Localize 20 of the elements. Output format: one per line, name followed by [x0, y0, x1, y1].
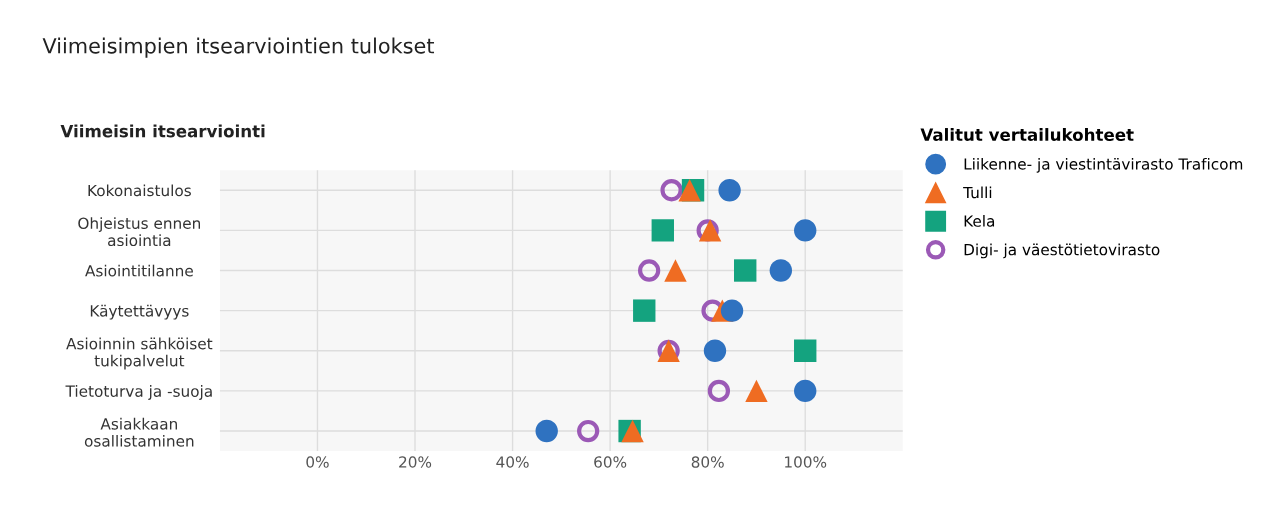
y-tick-label: Ohjeistus ennen asiointia — [78, 217, 200, 247]
x-tick-label: 100% — [785, 456, 827, 468]
legend-label: Tulli — [963, 186, 992, 199]
y-tick-label: Tietoturva ja -suoja — [65, 385, 212, 400]
legend-title: Valitut vertailukohteet — [920, 128, 1134, 141]
chart-subtitle: Viimeisin itsearviointi — [60, 124, 265, 138]
x-tick-label: 20% — [399, 456, 432, 468]
y-tick-label: Kokonaistulos — [88, 184, 191, 197]
x-tick-label: 60% — [594, 456, 627, 468]
x-tick-label: 0% — [306, 456, 329, 468]
y-tick-label: Asiointitilanne — [85, 264, 193, 277]
chart-title: Viimeisimpien itsearviointien tulokset — [42, 37, 435, 58]
x-tick-label: 40% — [496, 456, 529, 468]
legend-label: Digi- ja väestötietovirasto — [964, 243, 1160, 259]
legend-label: Kela — [964, 215, 995, 227]
x-tick-label: 80% — [691, 456, 724, 468]
y-tick-label: Käytettävyys — [90, 304, 189, 320]
y-tick-label: Asiakkaan osallistaminen — [84, 417, 194, 447]
y-tick-label: Asioinnin sähköiset tukipalvelut — [66, 337, 213, 370]
legend-label: Liikenne- ja viestintävirasto Traficom — [964, 157, 1243, 173]
